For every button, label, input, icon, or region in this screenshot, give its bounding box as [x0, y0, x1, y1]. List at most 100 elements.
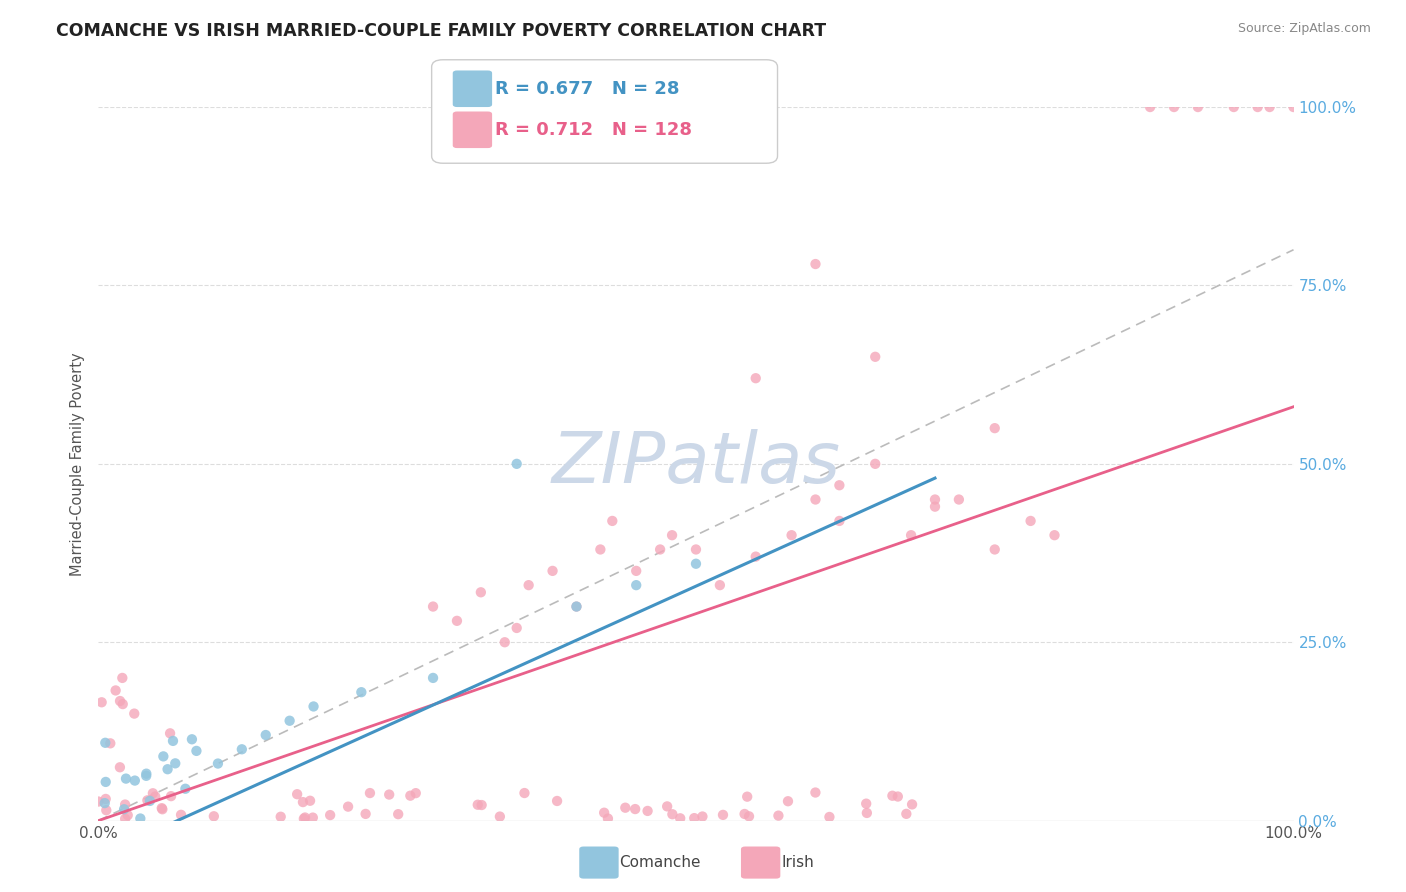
Point: [661, 807, 683, 822]
Point: [734, 807, 756, 822]
Text: COMANCHE VS IRISH MARRIED-COUPLE FAMILY POVERTY CORRELATION CHART: COMANCHE VS IRISH MARRIED-COUPLE FAMILY …: [56, 22, 827, 40]
Point: [422, 671, 444, 685]
Point: [626, 564, 648, 578]
Point: [292, 812, 315, 826]
Point: [117, 808, 139, 822]
Point: [139, 794, 162, 808]
Point: [90, 695, 112, 709]
Point: [294, 811, 316, 825]
Point: [780, 528, 803, 542]
Point: [506, 621, 529, 635]
Point: [337, 799, 360, 814]
Point: [405, 786, 427, 800]
Point: [181, 732, 204, 747]
Point: [165, 756, 187, 771]
Point: [768, 808, 790, 822]
Point: [1282, 100, 1305, 114]
Point: [159, 726, 181, 740]
Point: [135, 769, 157, 783]
Text: Comanche: Comanche: [619, 855, 700, 870]
Point: [135, 766, 157, 780]
Point: [94, 736, 117, 750]
Text: ZIPatlas: ZIPatlas: [551, 429, 841, 499]
Point: [738, 809, 761, 823]
Point: [143, 789, 166, 804]
Point: [614, 800, 637, 814]
Point: [359, 786, 381, 800]
Point: [319, 808, 342, 822]
Point: [354, 806, 377, 821]
Text: Irish: Irish: [782, 855, 814, 870]
Point: [924, 492, 946, 507]
Point: [517, 578, 540, 592]
Point: [685, 557, 707, 571]
Point: [513, 786, 536, 800]
Point: [112, 802, 135, 816]
Point: [624, 802, 647, 816]
Point: [98, 736, 121, 750]
Point: [278, 714, 301, 728]
Point: [855, 797, 877, 811]
Point: [494, 635, 516, 649]
Point: [856, 805, 879, 820]
Point: [589, 542, 612, 557]
Point: [1222, 100, 1246, 114]
Point: [299, 794, 322, 808]
Point: [776, 794, 799, 808]
Point: [900, 528, 922, 542]
Point: [160, 789, 183, 804]
Point: [467, 797, 489, 812]
Point: [170, 807, 193, 822]
Point: [285, 787, 308, 801]
Point: [94, 775, 117, 789]
Point: [302, 699, 325, 714]
Point: [541, 564, 564, 578]
Y-axis label: Married-Couple Family Poverty: Married-Couple Family Poverty: [70, 352, 86, 575]
Point: [104, 683, 127, 698]
Point: [683, 811, 706, 825]
Point: [114, 797, 136, 812]
Point: [735, 789, 758, 804]
Point: [948, 492, 970, 507]
Text: R = 0.677   N = 28: R = 0.677 N = 28: [495, 79, 679, 98]
Point: [202, 809, 225, 823]
Point: [657, 799, 679, 814]
Point: [593, 805, 616, 820]
Text: Source: ZipAtlas.com: Source: ZipAtlas.com: [1237, 22, 1371, 36]
Point: [882, 789, 904, 803]
Point: [692, 809, 714, 823]
Point: [828, 514, 851, 528]
Point: [1246, 100, 1268, 114]
Point: [804, 785, 827, 799]
Point: [446, 614, 468, 628]
Point: [489, 809, 512, 823]
Point: [350, 685, 373, 699]
Point: [828, 478, 851, 492]
Point: [162, 734, 184, 748]
Point: [804, 492, 827, 507]
Point: [111, 697, 134, 711]
Point: [156, 762, 179, 776]
Point: [546, 794, 568, 808]
Point: [150, 802, 173, 816]
Point: [565, 599, 588, 614]
Point: [142, 786, 165, 800]
Point: [1019, 514, 1042, 528]
Point: [207, 756, 229, 771]
Point: [626, 578, 648, 592]
Point: [301, 811, 323, 825]
Point: [1258, 100, 1281, 114]
Text: R = 0.712   N = 128: R = 0.712 N = 128: [495, 120, 692, 139]
Point: [111, 671, 134, 685]
Point: [1043, 528, 1066, 542]
Point: [108, 694, 131, 708]
Point: [863, 350, 887, 364]
Point: [818, 810, 841, 824]
Point: [863, 457, 887, 471]
Point: [669, 811, 692, 825]
Point: [124, 773, 146, 788]
Point: [602, 514, 624, 528]
Point: [115, 772, 138, 786]
Point: [291, 795, 314, 809]
Point: [87, 795, 110, 809]
